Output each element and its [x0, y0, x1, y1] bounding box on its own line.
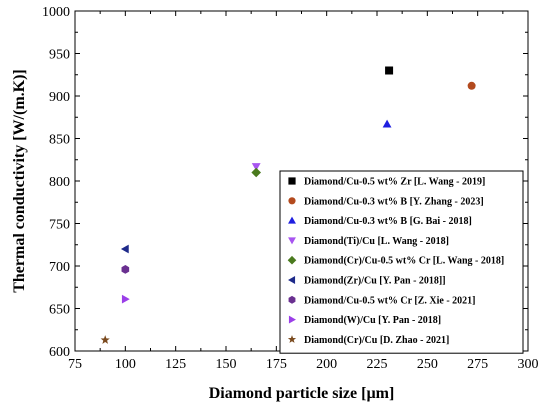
x-tick-label: 125: [165, 357, 186, 372]
legend-marker-1: [288, 177, 296, 185]
x-axis-title: Diamond particle size [µm]: [209, 385, 395, 402]
data-point-9: [100, 335, 110, 344]
legend-marker-6: [288, 276, 296, 284]
legend-label-1: Diamond/Cu-0.5 wt% Zr [L. Wang - 2019]: [304, 177, 485, 188]
legend-label-5: Diamond(Cr)/Cu-0.5 wt% Cr [L. Wang - 201…: [304, 256, 504, 267]
y-tick-label: 700: [49, 260, 70, 275]
x-tick-label: 200: [316, 357, 337, 372]
y-tick-label: 650: [49, 303, 70, 318]
legend-label-2: Diamond/Cu-0.3 wt% B [Y. Zhang - 2023]: [304, 196, 484, 207]
data-point-8: [121, 294, 130, 304]
y-tick-label: 600: [49, 345, 70, 360]
y-tick-label: 950: [49, 48, 70, 63]
x-tick-label: 175: [266, 357, 287, 372]
data-point-7: [121, 265, 130, 274]
y-tick-label: 1000: [42, 5, 70, 20]
legend-marker-5: [287, 255, 297, 265]
x-tick-label: 150: [216, 357, 237, 372]
legend-label-4: Diamond(Ti)/Cu [L. Wang - 2018]: [304, 236, 449, 247]
legend-marker-2: [288, 197, 296, 205]
legend-label-8: Diamond(W)/Cu [Y. Pan - 2018]: [304, 315, 441, 326]
x-tick-label: 300: [518, 357, 539, 372]
legend-marker-4: [288, 237, 296, 245]
axis-tick-labels: 75 100 125 150 175 200 225 250 275 300 600 650 700 75…: [42, 5, 539, 372]
y-axis-title: Thermal conductivity [W/(m.K)]: [11, 69, 28, 293]
legend-marker-7: [288, 295, 296, 304]
legend-marker-9: [287, 335, 297, 343]
y-tick-label: 850: [49, 133, 70, 148]
data-point-3: [382, 119, 392, 128]
data-point-1: [385, 66, 394, 75]
legend-label-9: Diamond(Cr)/Cu [D. Zhao - 2021]: [304, 335, 449, 346]
x-tick-label: 275: [467, 357, 488, 372]
legend-label-7: Diamond/Cu-0.5 wt% Cr [Z. Xie - 2021]: [304, 295, 475, 306]
data-point-2: [467, 81, 476, 90]
x-tick-label: 225: [367, 357, 388, 372]
legend: Diamond/Cu-0.5 wt% Zr [L. Wang - 2019] Di…: [279, 170, 524, 354]
legend-label-3: Diamond/Cu-0.3 wt% B [G. Bai - 2018]: [304, 216, 472, 227]
y-tick-label: 900: [49, 90, 70, 105]
data-points: [100, 66, 476, 344]
y-tick-label: 750: [49, 218, 70, 233]
data-point-4: [251, 163, 261, 171]
legend-box: [279, 170, 524, 354]
data-point-6: [120, 244, 129, 254]
data-point-5: [251, 167, 261, 178]
x-tick-label: 250: [417, 357, 438, 372]
legend-label-6: Diamond(Zr)/Cu [Y. Pan - 2018]]: [304, 276, 446, 287]
legend-marker-8: [288, 315, 296, 324]
legend-marker-3: [288, 216, 296, 224]
x-tick-label: 100: [115, 357, 136, 372]
x-tick-label: 75: [68, 357, 82, 372]
y-tick-label: 800: [49, 175, 70, 190]
